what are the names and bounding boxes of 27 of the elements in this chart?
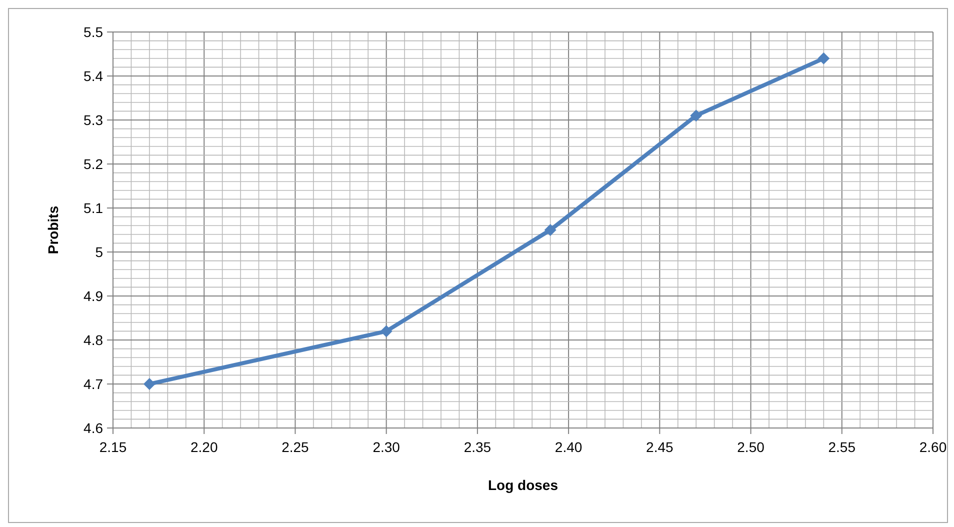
y-tick-label: 4.9 <box>84 288 104 304</box>
point <box>380 325 392 338</box>
point <box>690 110 702 122</box>
y-tick-label: 4.6 <box>84 420 104 436</box>
y-tick-label: 4.8 <box>84 332 104 348</box>
y-tick-label: 5.4 <box>84 68 104 84</box>
y-tick-label: 5.2 <box>84 156 104 172</box>
y-tick-label: 5.3 <box>84 112 104 128</box>
x-tick-label: 2.60 <box>919 439 947 455</box>
x-tick-label: 2.35 <box>464 439 492 455</box>
x-tick-label: 2.30 <box>372 439 400 455</box>
x-tick-label: 2.15 <box>99 439 127 455</box>
point <box>143 378 156 390</box>
y-tick-label: 5.5 <box>84 24 104 40</box>
x-tick-label: 2.20 <box>190 439 218 455</box>
x-tick-label: 2.25 <box>282 439 310 455</box>
y-axis-title: Probits <box>45 206 61 254</box>
y-tick-label: 5.1 <box>84 200 104 216</box>
y-tick-label: 4.7 <box>84 376 104 392</box>
y-tick-label: 5 <box>95 244 104 260</box>
x-tick-label: 2.55 <box>828 439 856 455</box>
point <box>818 52 830 64</box>
point <box>544 224 556 236</box>
x-axis-title: Log doses <box>488 477 558 493</box>
x-tick-label: 2.40 <box>554 439 582 455</box>
x-tick-label: 2.45 <box>646 439 674 455</box>
x-tick-label: 2.50 <box>737 439 765 455</box>
